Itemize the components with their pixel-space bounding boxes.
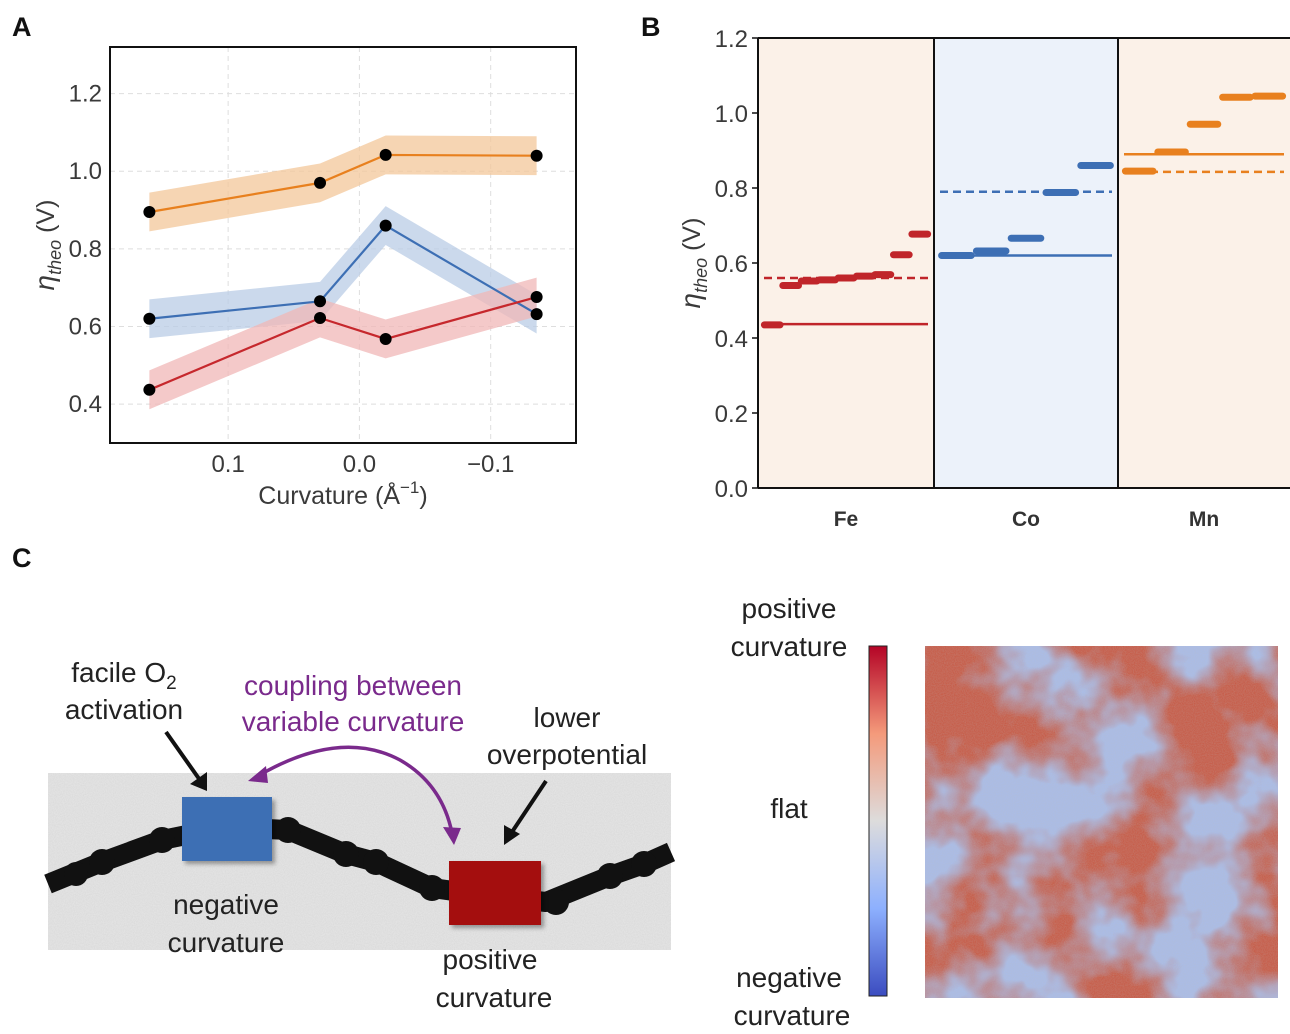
positive-label-line2: curvature (436, 982, 553, 1013)
negative-curvature-site (182, 797, 272, 861)
positive-curvature-site (449, 861, 541, 925)
group-background (934, 38, 1118, 488)
curvature-map-grain (925, 646, 1278, 998)
atom (89, 849, 115, 875)
y-tick-label: 1.2 (715, 26, 748, 53)
cbar-bot-line1: negative (736, 962, 842, 993)
y-axis-title-a: ηtheo (V) (29, 200, 65, 291)
group-background (1118, 38, 1290, 488)
y-tick-label: 0.8 (715, 176, 748, 203)
y-tick-label: 1.0 (69, 158, 102, 185)
panel-label-b: B (641, 12, 661, 42)
facile-arrow-head (190, 772, 207, 791)
atom (149, 827, 175, 853)
group-background (758, 38, 934, 488)
data-point (314, 295, 327, 308)
confidence-band (149, 206, 537, 339)
lower-arrow-shaft (508, 779, 548, 837)
atom (597, 863, 623, 889)
atom (333, 841, 359, 867)
data-point (314, 311, 327, 324)
curvature-map (925, 646, 1278, 998)
atom (631, 851, 657, 877)
plot-frame-a (109, 46, 577, 444)
data-point (530, 291, 543, 304)
y-tick-label: 1.0 (715, 101, 748, 128)
positive-label-line1: positive (443, 944, 538, 975)
coupling-label-line2: variable curvature (242, 706, 465, 737)
coupling-arrow-head-left (248, 766, 268, 783)
facile-label: facile O2 (71, 657, 177, 694)
negative-label-line2: curvature (168, 927, 285, 958)
y-tick-label: 0.6 (69, 314, 102, 341)
series-line (149, 153, 537, 214)
colorbar (868, 645, 888, 997)
facile-arrow-shaft (164, 730, 204, 785)
y-tick-label: 0.4 (715, 326, 748, 353)
panel-label-c: C (12, 543, 32, 573)
cbar-mid-label: flat (770, 793, 808, 824)
confidence-band (149, 135, 537, 232)
coupling-arrow (257, 745, 454, 834)
x-axis-title-a: Curvature (Å−1) (258, 478, 427, 510)
data-point (530, 149, 543, 162)
data-point (379, 148, 392, 161)
x-tick-label: −0.1 (467, 451, 514, 478)
y-tick-label: 0.0 (715, 476, 748, 503)
lower-label-line2: overpotential (487, 739, 647, 770)
data-point (143, 206, 156, 218)
y-tick-label: 0.8 (69, 236, 102, 263)
chart-b: Fe Co Mn 0.0 0.2 0.4 0.6 0.8 1.0 1.2 ηtheo (V) (675, 26, 1290, 531)
coupling-arrow-head-right (443, 827, 461, 845)
y-axis-title-b: ηtheo (V) (675, 218, 711, 309)
negative-label-line1: negative (173, 889, 279, 920)
series-line (148, 295, 537, 391)
coupling-label-line1: coupling between (244, 670, 462, 701)
y-tick-label: 1.2 (69, 81, 102, 108)
y-tick-label: 0.4 (69, 391, 102, 418)
atom (543, 889, 569, 915)
data-point (379, 332, 392, 345)
atom (419, 875, 445, 901)
category-label: Co (1012, 508, 1040, 531)
data-point (143, 312, 156, 325)
panel-label-a: A (12, 12, 32, 42)
graphene-sheet-illustration (44, 730, 676, 950)
cbar-bot-line2: curvature (734, 1000, 851, 1029)
facile-label-line2: activation (65, 694, 183, 725)
y-tick-label: 0.6 (715, 251, 748, 278)
category-label: Mn (1189, 508, 1219, 531)
atom (363, 849, 389, 875)
atom (275, 817, 301, 843)
series-line (149, 224, 538, 320)
chart-a: 0.4 0.6 0.8 1.0 1.2 0.1 0.0 −0.1 ηtheo (V) Curvat… (29, 46, 577, 510)
confidence-band (149, 277, 537, 410)
cbar-top-line1: positive (742, 593, 837, 624)
data-point (143, 383, 156, 396)
atom (64, 862, 88, 886)
x-tick-label: 0.1 (211, 451, 244, 478)
lower-arrow-head (504, 825, 520, 845)
category-label: Fe (834, 508, 859, 531)
data-point (379, 219, 392, 232)
lower-label-line1: lower (534, 702, 601, 733)
cbar-top-line2: curvature (731, 631, 848, 662)
data-point (530, 308, 543, 321)
x-tick-label: 0.0 (343, 451, 376, 478)
data-point (314, 176, 327, 189)
y-tick-label: 0.2 (715, 401, 748, 428)
